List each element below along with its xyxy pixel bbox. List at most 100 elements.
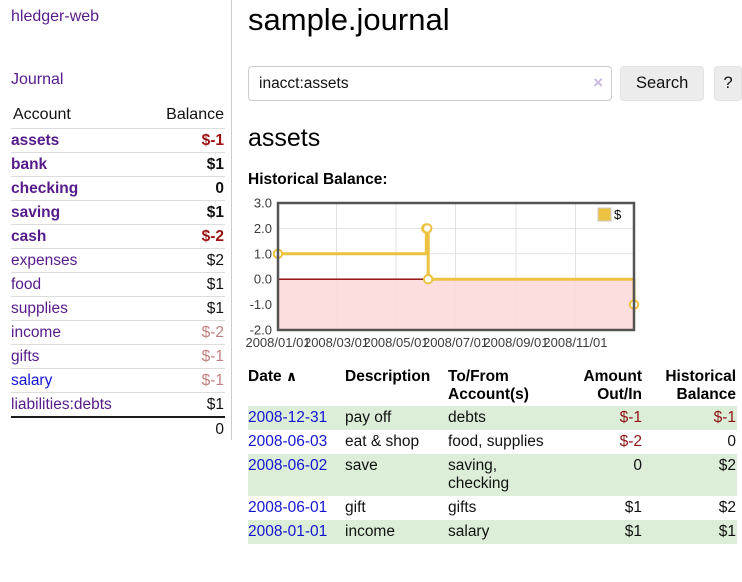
transaction-description: pay off (345, 409, 392, 426)
account-row: gifts $-1 (11, 344, 225, 369)
accounts-header-row: Account Balance (11, 103, 225, 129)
account-link-checking[interactable]: checking (11, 180, 79, 197)
transaction-description: income (345, 523, 395, 540)
transaction-amount: $1 (624, 523, 642, 540)
transaction-accounts: debts (448, 409, 486, 426)
chart-title: Historical Balance: (248, 171, 388, 188)
account-link-bank[interactable]: bank (11, 156, 48, 173)
account-row: supplies $1 (11, 296, 225, 321)
chart-y-tick-label: -2.0 (250, 323, 272, 338)
transaction-description: eat & shop (345, 433, 420, 450)
account-heading: assets (248, 124, 321, 152)
historical-balance-chart: 3.0 2.0 1.0 0.0 -1.0 -2.0 2008/01/01 2008/03/01… (245, 195, 642, 355)
account-link-liabilities-debts[interactable]: liabilities:debts (11, 396, 112, 413)
balance-chart-svg: 3.0 2.0 1.0 0.0 -1.0 -2.02008/01/012008/03/01… (245, 196, 640, 350)
transaction-balance: $1 (718, 523, 736, 540)
account-balance: $-1 (144, 344, 225, 369)
legend-swatch-icon (597, 207, 612, 222)
sidebar-item-journal[interactable]: Journal (11, 71, 64, 88)
accounts-table: Account Balance assets $-1 bank $1 check… (11, 103, 225, 441)
accounts-total-row: 0 (11, 416, 225, 441)
register-header-balance: Historical Balance (665, 368, 736, 403)
search-form: × Search ? (248, 66, 742, 101)
account-link-assets[interactable]: assets (11, 132, 60, 149)
accounts-header-account: Account (13, 106, 71, 123)
account-balance: $1 (144, 200, 225, 225)
register-row: 2008-06-03 eat & shop food, supplies $-2… (248, 430, 737, 454)
account-row: assets $-1 (11, 128, 225, 153)
account-balance: $1 (144, 152, 225, 177)
register-row: 2008-12-31 pay off debts $-1 $-1 (248, 406, 737, 430)
account-link-saving[interactable]: saving (11, 204, 61, 221)
transaction-description: save (345, 457, 378, 474)
transaction-amount: $-1 (619, 409, 642, 426)
transaction-amount: 0 (633, 457, 642, 474)
register-header-date[interactable]: Date ∧ (248, 368, 298, 385)
transaction-accounts: saving, checking (448, 457, 510, 492)
account-row: salary $-1 (11, 368, 225, 393)
account-link-cash[interactable]: cash (11, 228, 47, 245)
account-balance: $-2 (144, 224, 225, 249)
account-link-food[interactable]: food (11, 276, 42, 293)
transaction-accounts: food, supplies (448, 433, 544, 450)
search-button[interactable]: Search (620, 66, 705, 101)
chart-marker (422, 223, 433, 234)
account-link-salary[interactable]: salary (11, 372, 53, 389)
register-header-accounts: To/From Account(s) (448, 368, 529, 403)
chart-x-tick-label: 2008/07/01 (423, 335, 488, 350)
account-row: bank $1 (11, 152, 225, 177)
register-header-row: Date ∧ Description To/From Account(s) Am… (248, 366, 737, 406)
help-button[interactable]: ? (714, 66, 742, 101)
register-row: 2008-01-01 income salary $1 $1 (248, 520, 737, 544)
transaction-date-link[interactable]: 2008-06-02 (248, 457, 328, 474)
chart-y-tick-label: 1.0 (254, 246, 272, 261)
register-table: Date ∧ Description To/From Account(s) Am… (248, 366, 737, 544)
account-row: income $-2 (11, 320, 225, 345)
chart-y-tick-label: 2.0 (254, 221, 272, 236)
transaction-date-link[interactable]: 2008-01-01 (248, 523, 328, 540)
chart-x-tick-label: 2008/05/01 (363, 335, 428, 350)
account-row: checking 0 (11, 176, 225, 201)
account-row: saving $1 (11, 200, 225, 225)
account-balance: 0 (144, 176, 225, 201)
chart-x-tick-label: 2008/11/01 (543, 335, 607, 350)
chart-x-tick-label: 2008/09/01 (483, 335, 548, 350)
clear-search-icon[interactable]: × (593, 73, 603, 92)
transaction-balance: $2 (718, 457, 736, 474)
account-balance: $1 (144, 272, 225, 297)
transaction-balance: $2 (718, 499, 736, 516)
transaction-amount: $-2 (619, 433, 642, 450)
sort-asc-icon: ∧ (285, 368, 298, 384)
transaction-accounts: gifts (448, 499, 477, 516)
legend-label: $ (614, 207, 622, 222)
brand-link[interactable]: hledger-web (11, 8, 100, 25)
accounts-total-value: 0 (144, 416, 225, 441)
transaction-date-link[interactable]: 2008-12-31 (248, 409, 328, 426)
chart-y-tick-label: 0.0 (254, 272, 272, 287)
chart-marker (423, 274, 434, 285)
account-link-gifts[interactable]: gifts (11, 348, 40, 365)
transaction-balance: $-1 (713, 409, 736, 426)
account-balance: $1 (144, 296, 225, 321)
main-content: sample.journal × Search ? assets Histori… (245, 0, 742, 544)
transaction-date-link[interactable]: 2008-06-03 (248, 433, 328, 450)
account-link-expenses[interactable]: expenses (11, 252, 78, 269)
account-row: cash $-2 (11, 224, 225, 249)
register-header-description: Description (345, 368, 431, 385)
account-row: food $1 (11, 272, 225, 297)
search-input[interactable] (248, 66, 612, 101)
chart-y-tick-label: 3.0 (254, 196, 272, 211)
account-link-income[interactable]: income (11, 324, 61, 341)
register-row: 2008-06-02 save saving, checking 0 $2 (248, 454, 737, 496)
transaction-balance: 0 (727, 433, 736, 450)
account-row: expenses $2 (11, 248, 225, 273)
chart-x-tick-label: 2008/01/01 (245, 335, 310, 350)
account-balance: $1 (144, 392, 225, 417)
sidebar: hledger-web Journal Account Balance asse… (0, 0, 232, 441)
transaction-amount: $1 (624, 499, 642, 516)
chart-x-tick-label: 2008/03/01 (304, 335, 369, 350)
chart-negative-region (278, 279, 634, 330)
account-link-supplies[interactable]: supplies (11, 300, 68, 317)
accounts-header-balance: Balance (166, 106, 224, 123)
transaction-date-link[interactable]: 2008-06-01 (248, 499, 328, 516)
